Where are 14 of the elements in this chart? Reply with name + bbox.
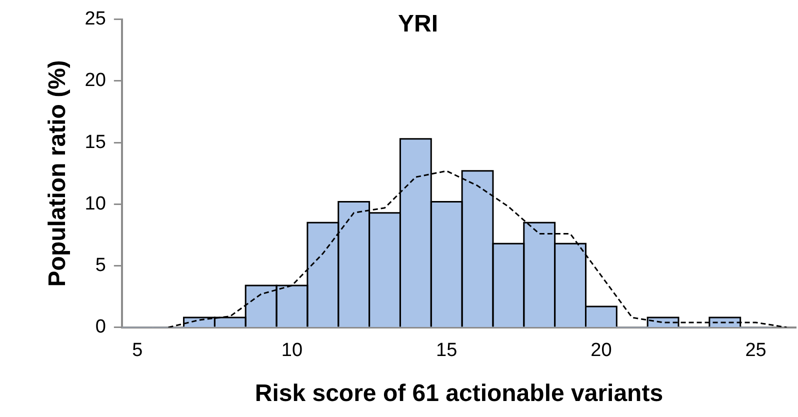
y-tick-label: 0 xyxy=(95,316,106,338)
y-tick-label: 25 xyxy=(84,8,106,30)
y-tick-label: 20 xyxy=(84,70,106,92)
y-axis-title: Population ratio (%) xyxy=(44,60,72,287)
x-tick-label: 20 xyxy=(590,340,612,362)
x-tick-label: 25 xyxy=(745,340,766,362)
x-axis-title: Risk score of 61 actionable variants xyxy=(254,380,664,408)
chart-title: YRI xyxy=(398,10,438,38)
x-tick-label: 15 xyxy=(436,340,458,362)
x-tick-label: 5 xyxy=(132,340,143,362)
y-tick-label: 5 xyxy=(95,255,106,276)
y-tick-label: 15 xyxy=(84,132,106,153)
x-tick-label: 10 xyxy=(281,340,303,362)
y-tick-label: 10 xyxy=(84,193,106,214)
